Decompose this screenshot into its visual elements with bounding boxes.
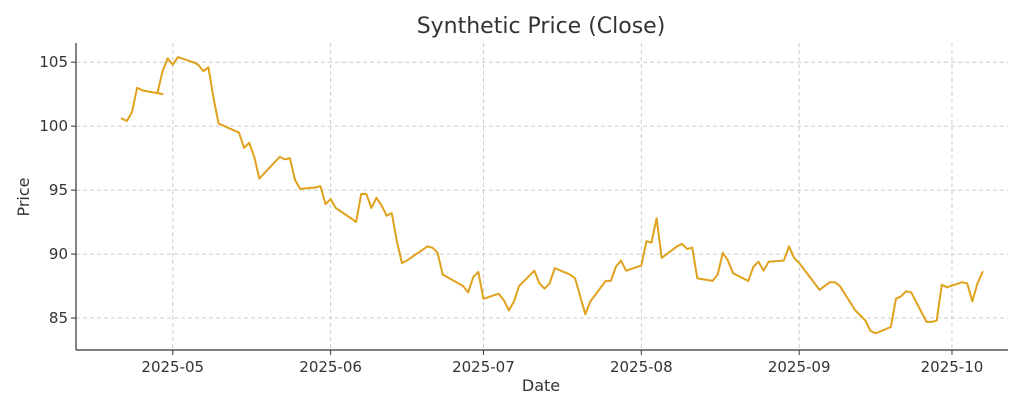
chart-title: Synthetic Price (Close) (417, 14, 666, 39)
y-tick-label: 90 (49, 245, 68, 263)
x-tick-label: 2025-05 (141, 358, 204, 376)
x-tick-label: 2025-06 (299, 358, 362, 376)
y-axis-ticks: 85 90 95 100 105 (39, 53, 76, 327)
series-layer (120, 56, 984, 335)
y-tick-label: 100 (39, 117, 68, 135)
y-axis-label: Price (14, 177, 33, 216)
x-axis-label: Date (522, 376, 560, 395)
y-tick-label: 105 (39, 53, 68, 71)
price-line (120, 56, 984, 335)
x-tick-label: 2025-08 (610, 358, 673, 376)
x-tick-label: 2025-07 (452, 358, 515, 376)
x-tick-label: 2025-09 (768, 358, 831, 376)
x-axis-ticks: 2025-05 2025-06 2025-07 2025-08 2025-09 2025-… (141, 350, 983, 376)
y-tick-label: 95 (49, 181, 68, 199)
x-tick-label: 2025-10 (921, 358, 984, 376)
gridlines (76, 43, 1008, 350)
axes (75, 43, 1008, 351)
y-tick-label: 85 (49, 309, 68, 327)
